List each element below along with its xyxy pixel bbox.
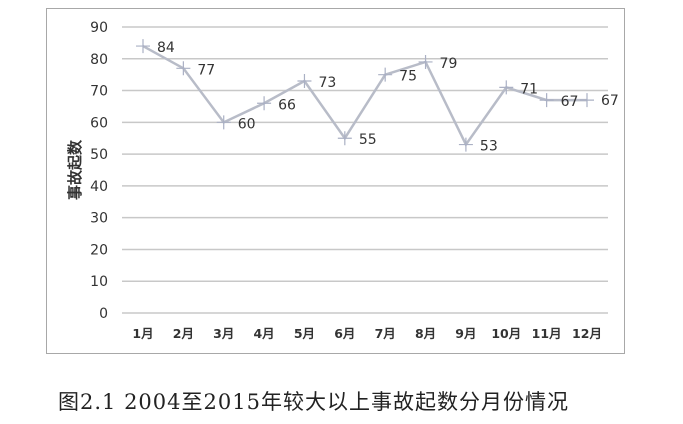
data-point-marker xyxy=(297,74,312,89)
x-tick-label: 1月 xyxy=(132,326,153,341)
x-tick-label: 3月 xyxy=(213,326,234,341)
x-tick-label: 6月 xyxy=(334,326,355,341)
data-point-marker xyxy=(136,39,150,54)
data-label: 84 xyxy=(157,40,175,56)
data-label: 71 xyxy=(520,81,538,97)
x-tick-label: 5月 xyxy=(294,326,315,341)
x-tick-label: 7月 xyxy=(375,326,396,341)
data-point-marker xyxy=(216,115,231,130)
data-point-marker xyxy=(458,137,473,152)
x-tick-label: 10月 xyxy=(491,326,521,341)
data-point-marker xyxy=(378,67,393,82)
data-point-marker xyxy=(580,93,594,108)
data-label: 53 xyxy=(480,139,498,155)
data-label: 60 xyxy=(238,116,256,132)
data-point-marker xyxy=(418,54,433,69)
data-label: 77 xyxy=(197,62,215,78)
data-point-marker xyxy=(176,61,191,76)
data-label: 73 xyxy=(318,75,336,91)
y-axis-label: 事故起数 xyxy=(66,139,84,200)
data-point-marker xyxy=(499,80,514,95)
data-label: 55 xyxy=(359,132,377,148)
data-label: 79 xyxy=(440,56,458,72)
y-tick-label: 20 xyxy=(90,242,108,258)
data-point-marker xyxy=(257,96,272,111)
y-tick-label: 50 xyxy=(90,147,108,163)
data-point-marker xyxy=(539,93,554,108)
y-tick-label: 70 xyxy=(90,84,108,100)
x-tick-label: 9月 xyxy=(455,326,476,341)
data-label: 75 xyxy=(399,69,417,85)
y-tick-label: 60 xyxy=(90,115,108,131)
x-tick-label: 12月 xyxy=(572,326,602,341)
data-point-marker xyxy=(337,131,352,146)
y-tick-label: 0 xyxy=(99,306,108,322)
y-tick-label: 90 xyxy=(90,20,108,36)
x-tick-label: 2月 xyxy=(173,326,194,341)
figure-caption: 图2.1 2004至2015年较大以上事故起数分月份情况 xyxy=(58,390,569,414)
data-label: 66 xyxy=(278,97,296,113)
x-tick-label: 4月 xyxy=(253,326,274,341)
y-tick-label: 30 xyxy=(90,211,108,227)
chart-frame xyxy=(46,8,625,354)
data-label: 67 xyxy=(561,94,579,110)
x-tick-label: 8月 xyxy=(415,326,436,341)
data-label: 67 xyxy=(601,93,619,109)
y-tick-label: 10 xyxy=(90,274,108,290)
x-tick-label: 11月 xyxy=(532,326,562,341)
y-tick-label: 80 xyxy=(90,52,108,68)
y-tick-label: 40 xyxy=(90,179,108,195)
series-line xyxy=(142,44,587,148)
